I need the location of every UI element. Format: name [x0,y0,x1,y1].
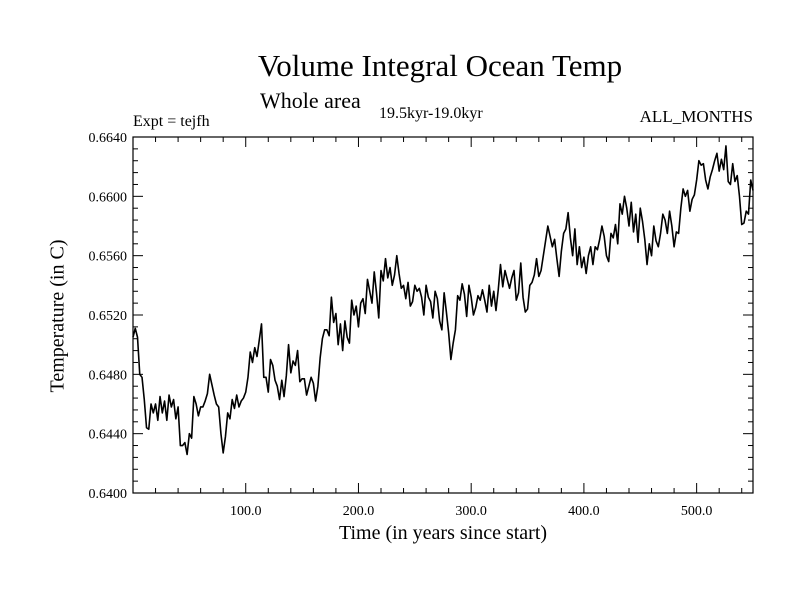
chart-title: Volume Integral Ocean Temp [257,48,623,83]
experiment-label: Expt = tejfh [133,113,210,130]
x-tick-label: 300.0 [455,504,487,519]
y-tick-label: 0.6560 [89,250,128,265]
y-tick-label: 0.6520 [89,309,128,324]
series-layer [132,145,754,456]
plot-frame [132,136,754,494]
x-tick-label: 100.0 [230,504,262,519]
y-tick-label: 0.6480 [89,368,128,383]
chart-subtitle: Whole area [260,88,361,113]
x-tick-label: 500.0 [681,504,713,519]
x-tick-label: 400.0 [568,504,600,519]
y-tick-label: 0.6440 [89,428,128,443]
y-tick-label: 0.6600 [89,190,128,205]
y-tick-label: 0.6640 [89,131,128,146]
tick-labels: 100.0 200.0 300.0 400.0 500.0 0.6400 0.6440 0.6… [89,131,713,519]
x-axis-label: Time (in years since start) [338,522,548,544]
x-tick-label: 200.0 [343,504,375,519]
axis-ticks [133,137,753,493]
y-tick-label: 0.6400 [89,487,128,502]
period-label: 19.5kyr-19.0kyr [379,105,483,122]
series-line [132,145,754,456]
months-label: ALL_MONTHS [639,107,753,126]
